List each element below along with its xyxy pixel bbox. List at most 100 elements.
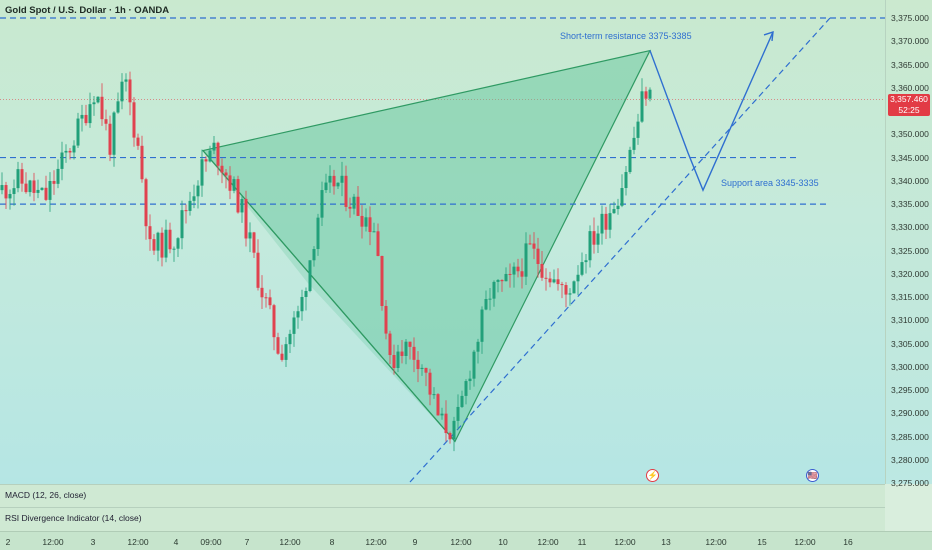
- candle-body: [160, 232, 164, 258]
- price-tick-label: 3,350.000: [891, 129, 929, 140]
- candle-body: [624, 172, 628, 189]
- symbol-title[interactable]: Gold Spot / U.S. Dollar · 1h · OANDA: [5, 5, 170, 16]
- macd-label[interactable]: MACD (12, 26, close): [5, 490, 87, 500]
- candle-body: [152, 239, 156, 251]
- countdown-label: 52:25: [898, 105, 920, 115]
- candle-body: [528, 243, 532, 245]
- candle-body: [348, 206, 352, 209]
- resistance-annotation[interactable]: Short-term resistance 3375-3385: [560, 31, 692, 41]
- candle-body: [496, 279, 500, 282]
- candle-body: [280, 353, 284, 360]
- candle-body: [124, 79, 128, 82]
- rsi-label[interactable]: RSI Divergence Indicator (14, close): [5, 513, 142, 523]
- candle-body: [468, 378, 472, 382]
- time-tick-label: 4: [173, 537, 179, 547]
- candle-body: [520, 271, 524, 277]
- chart-area[interactable]: [0, 0, 885, 484]
- candle-body: [12, 188, 16, 195]
- candle-body: [268, 297, 272, 306]
- candle-body: [292, 317, 296, 334]
- macd-pane[interactable]: MACD (12, 26, close): [0, 484, 885, 507]
- candle-body: [464, 381, 468, 396]
- time-tick-label: 12:00: [614, 537, 636, 547]
- candle-body: [380, 255, 384, 306]
- candle-body: [180, 210, 184, 239]
- candle-body: [320, 190, 324, 218]
- candle-body: [136, 137, 140, 146]
- candle-body: [408, 341, 412, 347]
- current-price-label: 3,357.460: [890, 94, 928, 104]
- candle-body: [284, 344, 288, 360]
- candle-body: [76, 118, 80, 146]
- candle-body: [104, 119, 108, 124]
- candle-body: [248, 232, 252, 239]
- time-tick-label: 2: [5, 537, 11, 547]
- candle-body: [272, 305, 276, 338]
- time-tick-label: 12:00: [279, 537, 301, 547]
- candle-body: [444, 413, 448, 434]
- time-tick-label: 9: [412, 537, 418, 547]
- economic-event-flash-icon[interactable]: ⚡: [646, 469, 659, 482]
- candle-body: [244, 198, 248, 239]
- candle-body: [4, 185, 8, 199]
- candle-body: [412, 346, 416, 360]
- candle-body: [252, 232, 256, 253]
- candle-body: [52, 180, 56, 184]
- candle-body: [236, 179, 240, 213]
- candle-body: [264, 297, 268, 299]
- time-tick-label: 13: [661, 537, 671, 547]
- candle-body: [592, 231, 596, 245]
- price-axis[interactable]: 3,375.000 3,370.000 3,365.000 3,360.000 3,35…: [885, 0, 932, 488]
- candle-body: [120, 81, 124, 102]
- candle-body: [648, 89, 652, 99]
- price-tick-label: 3,335.000: [891, 199, 929, 210]
- candle-body: [168, 229, 172, 250]
- time-axis[interactable]: 2 12:00 3 12:00 4 09:00 7 12:00 8 12:00 9 12:00 10 12…: [0, 531, 932, 550]
- time-tick-label: 12:00: [365, 537, 387, 547]
- candle-body: [188, 200, 192, 211]
- candle-body: [420, 367, 424, 370]
- time-tick-label: 8: [329, 537, 335, 547]
- candle-body: [564, 285, 568, 295]
- candle-body: [228, 175, 232, 191]
- candle-body: [588, 231, 592, 261]
- price-tick-label: 3,290.000: [891, 408, 929, 419]
- trendline: [409, 17, 831, 483]
- candle-body: [80, 114, 84, 119]
- price-chart[interactable]: [0, 0, 885, 484]
- candle-body: [24, 183, 28, 193]
- candle-body: [388, 333, 392, 356]
- candle-body: [116, 101, 120, 113]
- rsi-pane[interactable]: RSI Divergence Indicator (14, close): [0, 507, 885, 532]
- candle-body: [300, 296, 304, 312]
- us-flag-event-icon[interactable]: 🇺🇸: [806, 469, 819, 482]
- candle-body: [612, 209, 616, 214]
- candle-body: [48, 180, 52, 200]
- candle-body: [276, 337, 280, 354]
- price-tick-label: 3,300.000: [891, 361, 929, 372]
- candle-body: [44, 187, 48, 200]
- candle-body: [568, 293, 572, 295]
- time-tick-label: 12:00: [705, 537, 727, 547]
- candle-body: [596, 233, 600, 245]
- candle-body: [64, 150, 68, 153]
- candle-body: [368, 217, 372, 233]
- candle-body: [28, 180, 32, 193]
- candle-body: [448, 433, 452, 440]
- candle-body: [328, 175, 332, 183]
- candle-body: [480, 309, 484, 342]
- support-annotation[interactable]: Support area 3345-3335: [721, 178, 819, 188]
- candle-body: [584, 260, 588, 263]
- candle-body: [532, 243, 536, 249]
- candle-body: [332, 175, 336, 187]
- candle-body: [560, 284, 564, 286]
- candle-body: [304, 291, 308, 297]
- candle-body: [36, 189, 40, 193]
- candle-body: [336, 182, 340, 187]
- candle-body: [544, 277, 548, 279]
- candle-body: [156, 232, 160, 251]
- candle-body: [20, 169, 24, 184]
- time-tick-label: 10: [498, 537, 508, 547]
- price-tick-label: 3,315.000: [891, 292, 929, 303]
- candle-body: [416, 359, 420, 370]
